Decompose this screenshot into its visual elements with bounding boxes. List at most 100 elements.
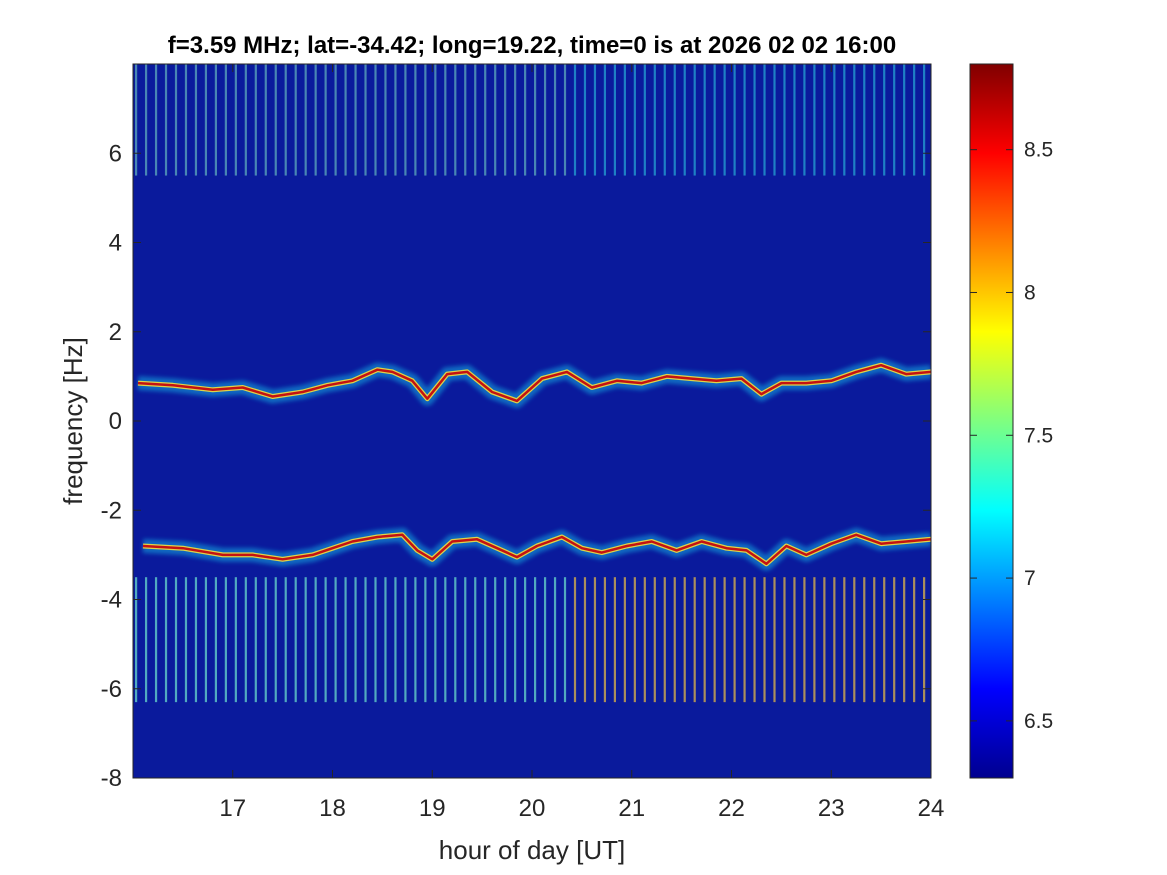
stripe-mark xyxy=(374,577,377,703)
y-tick-label: -2 xyxy=(101,497,122,524)
stripe-mark xyxy=(623,64,626,176)
x-tick-label: 20 xyxy=(519,795,546,822)
stripe-mark xyxy=(923,64,926,176)
stripe-mark xyxy=(154,577,158,703)
stripe-mark xyxy=(763,64,766,176)
stripe-mark xyxy=(194,577,198,703)
y-tick-label: 2 xyxy=(109,319,122,346)
stripe-mark xyxy=(713,64,716,176)
stripe-mark xyxy=(603,64,607,176)
stripe-mark xyxy=(753,577,756,703)
stripe-mark xyxy=(174,64,178,176)
stripe-mark xyxy=(164,64,168,176)
stripe-mark xyxy=(324,577,327,703)
stripe-mark xyxy=(274,577,277,703)
stripe-mark xyxy=(204,577,208,703)
stripe-mark xyxy=(194,64,198,176)
x-tick-label: 24 xyxy=(918,795,945,822)
stripe-mark xyxy=(394,64,397,176)
stripe-mark xyxy=(494,577,497,703)
stripe-mark xyxy=(394,577,397,703)
stripe-mark xyxy=(563,64,567,176)
stripe-mark xyxy=(683,577,686,703)
stripe-mark xyxy=(504,64,507,176)
stripe-mark xyxy=(404,64,407,176)
stripe-mark xyxy=(613,577,616,703)
stripe-mark xyxy=(593,64,597,176)
x-tick-label: 23 xyxy=(818,795,845,822)
colorbar-tick-label: 7 xyxy=(1024,567,1036,590)
stripe-mark xyxy=(663,64,666,176)
stripe-mark xyxy=(344,64,347,176)
stripe-mark xyxy=(843,64,846,176)
stripe-mark xyxy=(613,64,616,176)
stripe-mark xyxy=(304,64,307,176)
stripe-mark xyxy=(244,577,247,703)
stripe-mark xyxy=(374,64,377,176)
stripe-mark xyxy=(314,577,317,703)
stripe-mark xyxy=(234,64,237,176)
stripe-mark xyxy=(134,64,138,176)
stripe-mark xyxy=(813,577,816,703)
stripe-mark xyxy=(214,64,217,176)
stripe-mark xyxy=(144,577,148,703)
colorbar-tick-label: 8.5 xyxy=(1024,139,1053,162)
stripe-mark xyxy=(573,577,577,703)
stripe-mark xyxy=(913,64,916,176)
trace-core xyxy=(137,363,931,403)
stripe-mark xyxy=(723,64,726,176)
stripe-mark xyxy=(743,64,746,176)
colorbar-tick-label: 7.5 xyxy=(1024,424,1053,447)
y-axis-label: frequency [Hz] xyxy=(58,337,88,505)
y-tick-label: 6 xyxy=(109,140,122,167)
stripe-mark xyxy=(593,577,597,703)
stripe-mark xyxy=(404,577,407,703)
stripe-mark xyxy=(334,64,337,176)
y-tick-label: -8 xyxy=(101,765,122,792)
stripe-mark xyxy=(783,64,786,176)
stripe-mark xyxy=(893,577,896,703)
stripe-mark xyxy=(603,577,607,703)
stripe-mark xyxy=(504,577,507,703)
stripe-mark xyxy=(713,577,716,703)
stripe-mark xyxy=(653,577,656,703)
stripe-mark xyxy=(454,577,457,703)
stripe-mark xyxy=(324,64,327,176)
stripe-mark xyxy=(214,577,217,703)
stripe-mark xyxy=(514,64,517,176)
stripe-mark xyxy=(224,64,227,176)
stripe-mark xyxy=(344,577,347,703)
stripe-mark xyxy=(853,577,856,703)
x-axis-ticks: 17 18 19 20 21 22 23 24 xyxy=(219,64,944,822)
stripe-mark xyxy=(174,577,178,703)
stripe-mark xyxy=(314,64,317,176)
stripe-mark xyxy=(793,577,796,703)
stripe-mark xyxy=(733,64,736,176)
stripe-mark xyxy=(553,577,557,703)
x-tick-label: 21 xyxy=(618,795,645,822)
stripe-mark xyxy=(763,577,766,703)
signal-traces xyxy=(137,358,931,571)
stripe-mark xyxy=(673,64,676,176)
y-tick-label: 0 xyxy=(109,408,122,435)
stripe-mark xyxy=(474,64,477,176)
stripe-mark xyxy=(364,64,367,176)
stripe-mark xyxy=(833,577,836,703)
stripe-mark xyxy=(583,64,587,176)
stripe-mark xyxy=(853,64,856,176)
stripe-mark xyxy=(424,64,427,176)
stripe-mark xyxy=(444,64,447,176)
stripe-mark xyxy=(234,577,237,703)
x-tick-label: 17 xyxy=(219,795,246,822)
stripe-mark xyxy=(264,64,267,176)
stripe-mark xyxy=(913,577,916,703)
stripe-mark xyxy=(454,64,457,176)
stripe-mark xyxy=(514,577,517,703)
stripe-mark xyxy=(354,64,357,176)
stripe-mark xyxy=(244,64,247,176)
stripe-mark xyxy=(434,577,437,703)
stripe-mark xyxy=(274,64,277,176)
stripe-mark xyxy=(893,64,896,176)
stripe-mark xyxy=(354,577,357,703)
